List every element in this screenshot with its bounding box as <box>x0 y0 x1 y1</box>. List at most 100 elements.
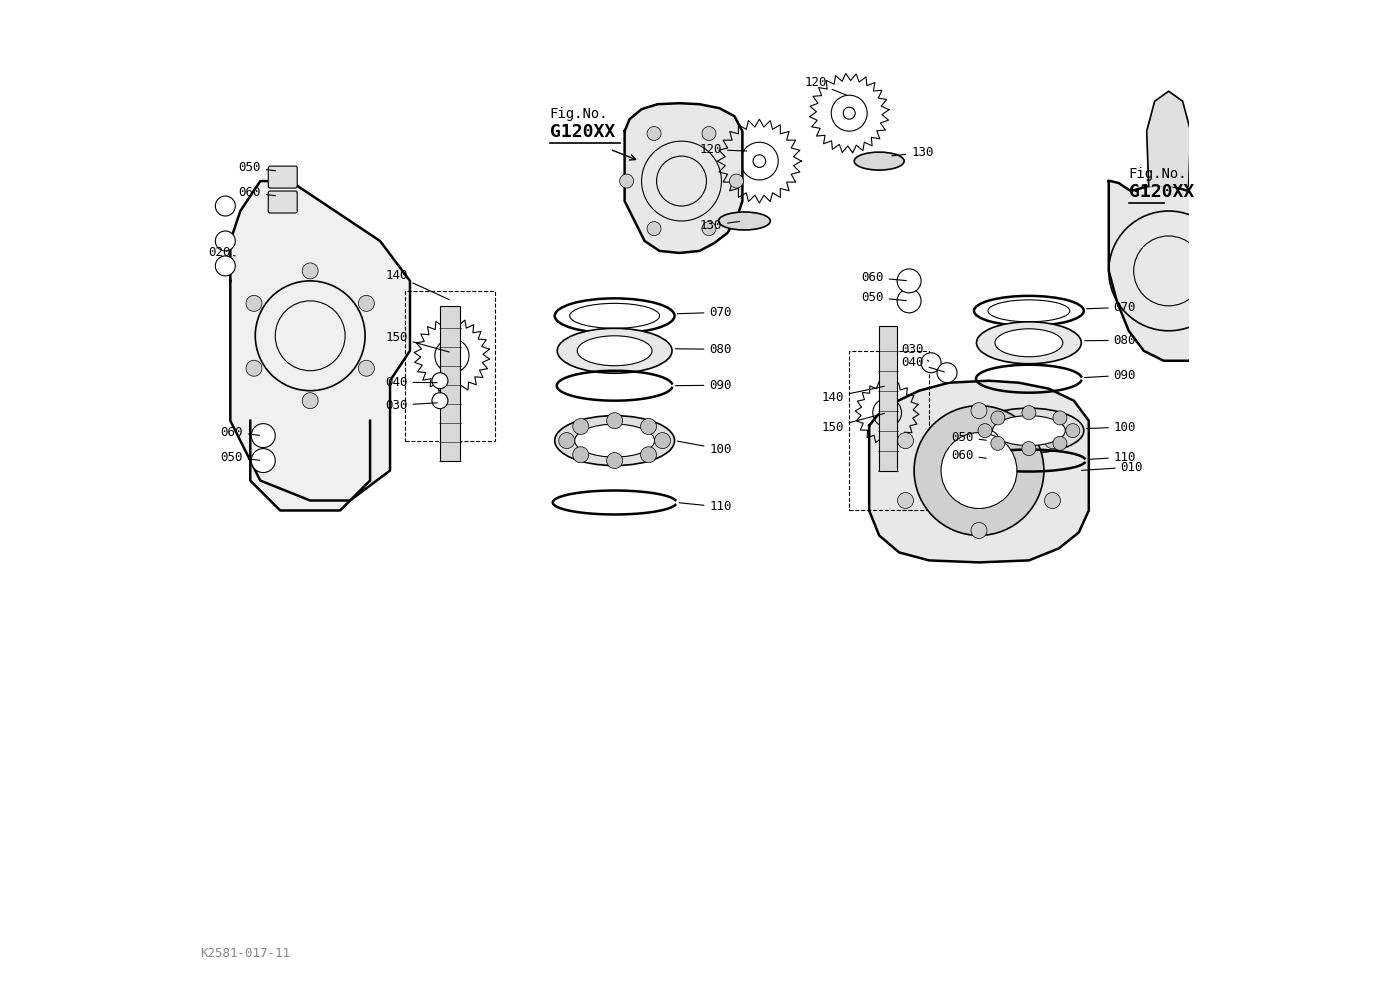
Bar <box>880 325 898 470</box>
Text: 030: 030 <box>385 398 437 411</box>
Circle shape <box>245 295 262 311</box>
Text: 120: 120 <box>804 76 847 95</box>
Circle shape <box>640 446 656 462</box>
Circle shape <box>245 360 262 376</box>
Circle shape <box>302 263 319 279</box>
Ellipse shape <box>993 415 1066 445</box>
Circle shape <box>447 350 458 361</box>
Text: 140: 140 <box>385 269 450 299</box>
Text: 040: 040 <box>385 375 437 388</box>
Circle shape <box>1066 423 1080 437</box>
Ellipse shape <box>718 212 771 230</box>
Text: 070: 070 <box>677 306 732 319</box>
Circle shape <box>607 452 623 468</box>
Circle shape <box>640 418 656 434</box>
Text: 050: 050 <box>862 291 906 304</box>
Circle shape <box>302 392 319 408</box>
Text: 090: 090 <box>1084 368 1136 381</box>
Circle shape <box>359 360 374 376</box>
Circle shape <box>971 402 987 418</box>
Circle shape <box>843 107 855 119</box>
Polygon shape <box>250 420 370 511</box>
Text: 130: 130 <box>892 146 934 159</box>
Text: 140: 140 <box>822 386 884 403</box>
Text: 130: 130 <box>699 219 739 232</box>
Text: 100: 100 <box>1087 420 1136 433</box>
Circle shape <box>607 412 623 428</box>
Circle shape <box>898 289 921 313</box>
Text: 080: 080 <box>1084 333 1136 346</box>
Text: 020: 020 <box>208 246 236 259</box>
Text: 150: 150 <box>822 413 884 433</box>
Circle shape <box>251 423 276 447</box>
Polygon shape <box>1109 181 1230 360</box>
Text: 060: 060 <box>221 425 259 438</box>
Circle shape <box>992 436 1005 450</box>
Text: G120XX: G120XX <box>1129 183 1194 201</box>
Text: 050: 050 <box>952 430 986 443</box>
Circle shape <box>702 221 716 235</box>
Text: 110: 110 <box>1088 450 1136 463</box>
Circle shape <box>215 231 236 251</box>
Circle shape <box>978 423 992 437</box>
Circle shape <box>898 492 913 509</box>
Bar <box>440 306 461 460</box>
Ellipse shape <box>554 415 674 465</box>
Circle shape <box>883 407 892 417</box>
Text: 030: 030 <box>900 342 929 361</box>
Circle shape <box>1044 492 1060 509</box>
Circle shape <box>251 448 276 472</box>
Circle shape <box>619 174 633 188</box>
Circle shape <box>753 155 765 167</box>
Circle shape <box>432 372 448 388</box>
Ellipse shape <box>976 321 1081 363</box>
Text: 050: 050 <box>221 450 259 463</box>
Text: 040: 040 <box>900 355 945 372</box>
Circle shape <box>432 392 448 408</box>
Circle shape <box>979 448 998 468</box>
Circle shape <box>1022 441 1036 455</box>
Circle shape <box>558 432 575 448</box>
Text: K2581-017-11: K2581-017-11 <box>200 947 291 960</box>
Text: 110: 110 <box>680 500 732 514</box>
Polygon shape <box>625 103 742 253</box>
Text: G120XX: G120XX <box>550 123 615 141</box>
Ellipse shape <box>578 335 652 365</box>
Circle shape <box>1054 436 1067 450</box>
Circle shape <box>359 295 374 311</box>
Circle shape <box>1054 411 1067 424</box>
Circle shape <box>938 362 957 382</box>
Text: 080: 080 <box>676 342 732 355</box>
Circle shape <box>898 432 913 448</box>
FancyBboxPatch shape <box>269 191 298 213</box>
Circle shape <box>1022 405 1036 419</box>
Circle shape <box>940 432 1016 509</box>
Circle shape <box>914 405 1044 536</box>
Text: 150: 150 <box>385 330 450 352</box>
Text: 090: 090 <box>676 378 732 391</box>
Ellipse shape <box>854 152 905 170</box>
Text: 060: 060 <box>862 271 906 284</box>
Text: Fig.No.: Fig.No. <box>550 107 608 121</box>
Circle shape <box>898 269 921 293</box>
Ellipse shape <box>996 328 1063 356</box>
Circle shape <box>647 126 661 140</box>
FancyBboxPatch shape <box>269 166 298 188</box>
Ellipse shape <box>557 328 672 373</box>
Text: 100: 100 <box>677 441 732 455</box>
Text: 010: 010 <box>1081 460 1143 473</box>
Circle shape <box>921 352 940 372</box>
Ellipse shape <box>575 424 655 457</box>
Circle shape <box>729 174 743 188</box>
Polygon shape <box>1147 91 1190 186</box>
Text: 050: 050 <box>239 161 276 174</box>
Circle shape <box>215 256 236 276</box>
Circle shape <box>647 221 661 235</box>
Circle shape <box>1044 432 1060 448</box>
Polygon shape <box>869 380 1089 563</box>
Circle shape <box>979 430 998 450</box>
Circle shape <box>971 523 987 539</box>
Text: 060: 060 <box>952 448 986 461</box>
Text: 060: 060 <box>239 186 276 199</box>
Text: Fig.No.: Fig.No. <box>1129 167 1187 181</box>
